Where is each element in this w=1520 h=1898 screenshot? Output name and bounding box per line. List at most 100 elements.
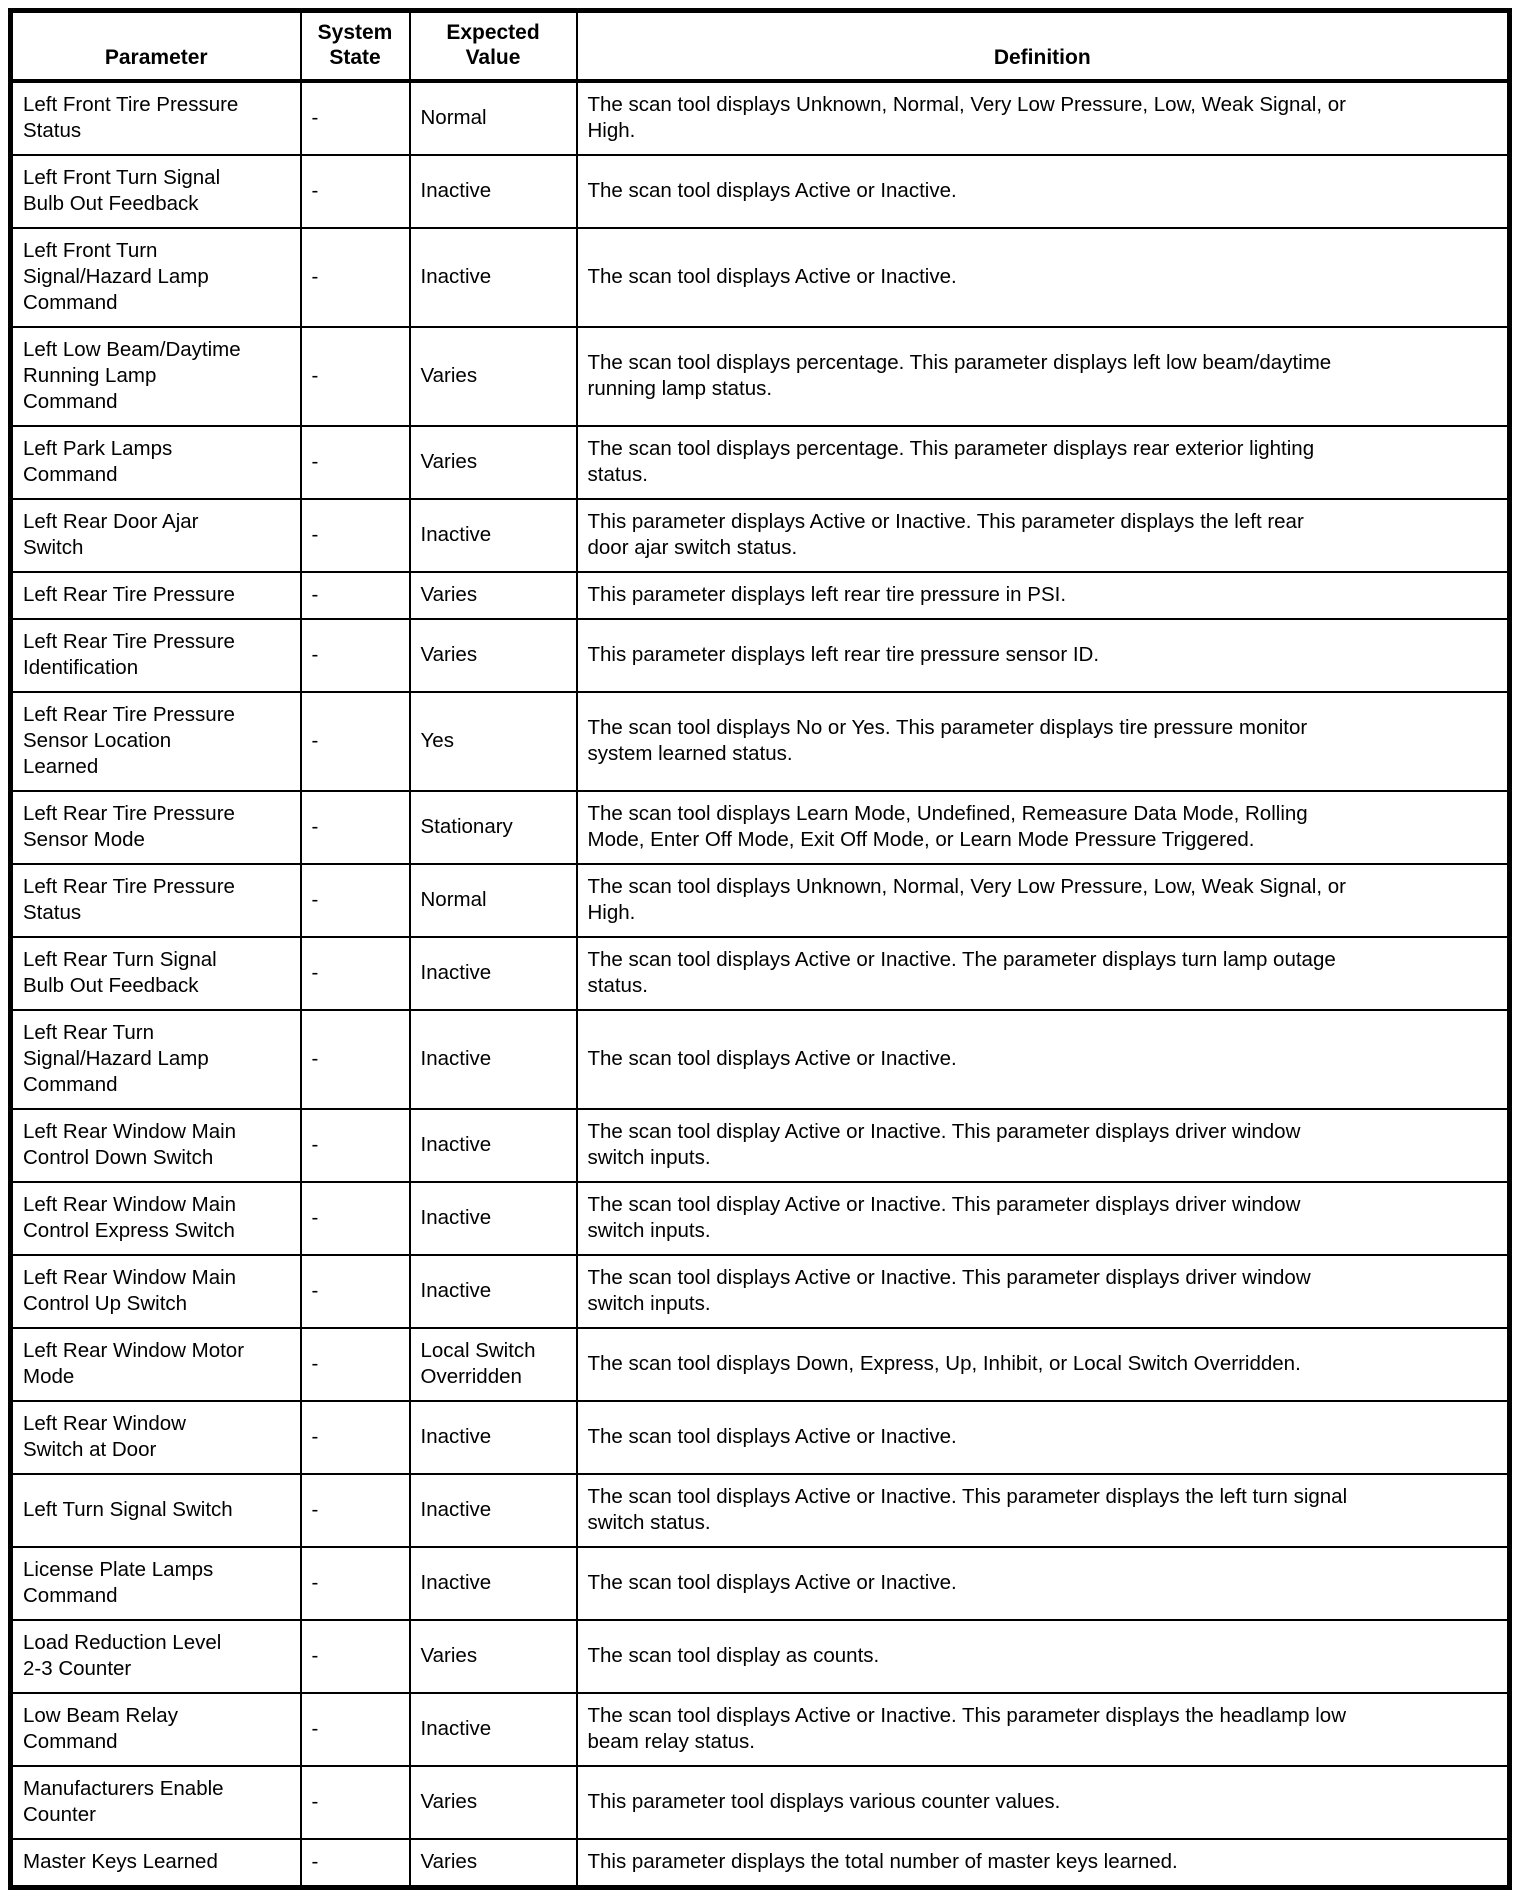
table-row: Left Rear Door Ajar Switch - Inactive This …	[9, 498, 1511, 573]
cell-parameter: Left Rear Tire Pressure Sensor Location …	[9, 691, 302, 792]
cell-definition: The scan tool displays Down, Express, Up…	[575, 1327, 1511, 1402]
cell-parameter: Left Rear Window Motor Mode	[9, 1327, 302, 1402]
table-row: Load Reduction Level 2-3 Counter - Varies T…	[9, 1619, 1511, 1694]
cell-parameter: Left Front Turn Signal Bulb Out Feedback	[9, 154, 302, 229]
cell-expected-value: Stationary	[408, 790, 578, 865]
cell-system-state: -	[299, 1619, 411, 1694]
cell-parameter: Left Rear Door Ajar Switch	[9, 498, 302, 573]
cell-definition: The scan tool displays percentage. This …	[575, 425, 1511, 500]
cell-expected-value: Inactive	[408, 1473, 578, 1548]
table-row: Left Rear Turn Signal Bulb Out Feedback -…	[9, 936, 1511, 1011]
table-row: Left Rear Tire Pressure Status - Normal The…	[9, 863, 1511, 938]
cell-parameter: Left Turn Signal Switch	[9, 1473, 302, 1548]
table-row: Master Keys Learned - Varies This parameter…	[9, 1838, 1511, 1889]
table-row: Left Rear Window Motor Mode - Local Switch…	[9, 1327, 1511, 1402]
cell-system-state: -	[299, 1254, 411, 1329]
cell-expected-value: Inactive	[408, 1181, 578, 1256]
cell-definition: This parameter tool displays various cou…	[575, 1765, 1511, 1840]
cell-system-state: -	[299, 80, 411, 156]
cell-system-state: -	[299, 326, 411, 427]
cell-expected-value: Varies	[408, 618, 578, 693]
table-row: Left Rear Window Main Control Express Sw…	[9, 1181, 1511, 1256]
cell-system-state: -	[299, 571, 411, 620]
cell-definition: The scan tool display as counts.	[575, 1619, 1511, 1694]
cell-definition: The scan tool displays Active or Inactiv…	[575, 1254, 1511, 1329]
cell-parameter: Left Rear Tire Pressure Status	[9, 863, 302, 938]
table-row: Manufacturers Enable Counter - Varies This …	[9, 1765, 1511, 1840]
cell-parameter: Left Rear Window Main Control Express Sw…	[9, 1181, 302, 1256]
cell-parameter: Low Beam Relay Command	[9, 1692, 302, 1767]
cell-parameter: Left Park Lamps Command	[9, 425, 302, 500]
cell-definition: This parameter displays left rear tire p…	[575, 618, 1511, 693]
cell-expected-value: Inactive	[408, 1546, 578, 1621]
cell-expected-value: Inactive	[408, 1009, 578, 1110]
cell-system-state: -	[299, 1400, 411, 1475]
table-row: Left Rear Window Main Control Down Switc…	[9, 1108, 1511, 1183]
cell-system-state: -	[299, 1765, 411, 1840]
table-row: Left Low Beam/Daytime Running Lamp Comma…	[9, 326, 1511, 427]
cell-system-state: -	[299, 1327, 411, 1402]
cell-parameter: Left Rear Turn Signal Bulb Out Feedback	[9, 936, 302, 1011]
cell-definition: This parameter displays the total number…	[575, 1838, 1511, 1889]
cell-system-state: -	[299, 1546, 411, 1621]
cell-definition: The scan tool displays Active or Inactiv…	[575, 227, 1511, 328]
cell-parameter: License Plate Lamps Command	[9, 1546, 302, 1621]
cell-definition: The scan tool displays No or Yes. This p…	[575, 691, 1511, 792]
cell-parameter: Left Rear Window Switch at Door	[9, 1400, 302, 1475]
cell-parameter: Master Keys Learned	[9, 1838, 302, 1889]
header-row: Parameter System State Expected Value De…	[9, 9, 1511, 83]
cell-system-state: -	[299, 425, 411, 500]
table-row: Left Rear Tire Pressure Sensor Mode - Stat…	[9, 790, 1511, 865]
cell-parameter: Left Rear Tire Pressure Identification	[9, 618, 302, 693]
cell-parameter: Left Rear Window Main Control Up Switch	[9, 1254, 302, 1329]
cell-expected-value: Inactive	[408, 227, 578, 328]
cell-parameter: Left Rear Tire Pressure Sensor Mode	[9, 790, 302, 865]
cell-parameter: Left Rear Tire Pressure	[9, 571, 302, 620]
cell-expected-value: Inactive	[408, 1254, 578, 1329]
cell-expected-value: Varies	[408, 425, 578, 500]
cell-expected-value: Varies	[408, 571, 578, 620]
cell-expected-value: Inactive	[408, 498, 578, 573]
cell-expected-value: Varies	[408, 1838, 578, 1889]
column-header-definition: Definition	[575, 9, 1511, 83]
cell-definition: The scan tool display Active or Inactive…	[575, 1181, 1511, 1256]
table-row: Left Front Turn Signal/Hazard Lamp Comma…	[9, 227, 1511, 328]
cell-system-state: -	[299, 1838, 411, 1889]
cell-system-state: -	[299, 1009, 411, 1110]
table-row: Left Rear Window Switch at Door - Inactive…	[9, 1400, 1511, 1475]
cell-definition: The scan tool displays Active or Inactiv…	[575, 154, 1511, 229]
cell-system-state: -	[299, 863, 411, 938]
cell-parameter: Left Rear Turn Signal/Hazard Lamp Comman…	[9, 1009, 302, 1110]
table-body: Left Front Tire Pressure Status - Normal Th…	[9, 80, 1511, 1889]
cell-expected-value: Normal	[408, 863, 578, 938]
cell-definition: The scan tool display Active or Inactive…	[575, 1108, 1511, 1183]
table-row: Left Front Tire Pressure Status - Normal Th…	[9, 80, 1511, 156]
cell-definition: The scan tool displays Active or Inactiv…	[575, 1546, 1511, 1621]
cell-system-state: -	[299, 691, 411, 792]
cell-parameter: Left Rear Window Main Control Down Switc…	[9, 1108, 302, 1183]
table-row: Left Rear Tire Pressure Sensor Location …	[9, 691, 1511, 792]
cell-expected-value: Varies	[408, 326, 578, 427]
cell-system-state: -	[299, 1181, 411, 1256]
cell-definition: The scan tool displays Unknown, Normal, …	[575, 863, 1511, 938]
cell-expected-value: Inactive	[408, 1400, 578, 1475]
cell-system-state: -	[299, 790, 411, 865]
cell-parameter: Left Front Turn Signal/Hazard Lamp Comma…	[9, 227, 302, 328]
cell-parameter: Left Front Tire Pressure Status	[9, 80, 302, 156]
cell-parameter: Load Reduction Level 2-3 Counter	[9, 1619, 302, 1694]
cell-expected-value: Local Switch Overridden	[408, 1327, 578, 1402]
cell-definition: This parameter displays left rear tire p…	[575, 571, 1511, 620]
cell-parameter: Left Low Beam/Daytime Running Lamp Comma…	[9, 326, 302, 427]
table-row: Left Front Turn Signal Bulb Out Feedback…	[9, 154, 1511, 229]
cell-definition: The scan tool displays percentage. This …	[575, 326, 1511, 427]
cell-expected-value: Inactive	[408, 1108, 578, 1183]
cell-system-state: -	[299, 1692, 411, 1767]
cell-definition: The scan tool displays Active or Inactiv…	[575, 1692, 1511, 1767]
table-row: Left Park Lamps Command - Varies The scan t…	[9, 425, 1511, 500]
cell-definition: This parameter displays Active or Inacti…	[575, 498, 1511, 573]
cell-expected-value: Inactive	[408, 1692, 578, 1767]
cell-expected-value: Normal	[408, 80, 578, 156]
column-header-system-state: System State	[299, 9, 411, 83]
cell-system-state: -	[299, 498, 411, 573]
